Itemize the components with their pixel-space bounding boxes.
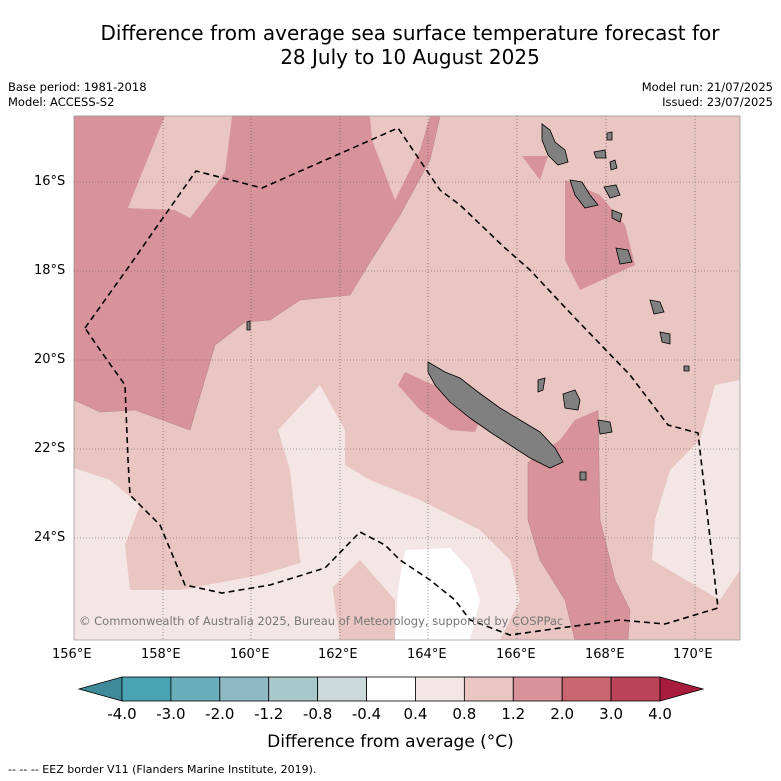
colorbar-tick-label: 3.0 <box>599 705 624 723</box>
colorbar-tick-label: -0.8 <box>302 705 333 723</box>
anomaly-band-1.2-2.0-north <box>522 156 548 180</box>
vanuatu-island-e <box>615 247 633 265</box>
colorbar-segment <box>512 676 563 702</box>
anomaly-band-1.2-2.0-nc <box>398 372 480 432</box>
eez-border <box>84 126 719 636</box>
land <box>246 123 690 481</box>
colorbar-tick-label: -0.4 <box>351 705 382 723</box>
lat-label-22: 22°S <box>34 441 66 456</box>
colorbar-tick-label: -2.0 <box>205 705 235 723</box>
contour-nw <box>74 116 441 431</box>
loyalty-island-2 <box>597 419 613 435</box>
colorbar-segment <box>219 676 270 702</box>
map-frame <box>73 115 741 641</box>
model-name: Model: ACCESS-S2 <box>8 95 115 109</box>
meta-left: Base period: 1981-2018 Model: ACCESS-S2 <box>8 80 147 110</box>
colorbar-tick-label: 0.4 <box>403 705 428 723</box>
lat-label-16: 16°S <box>34 174 66 189</box>
small-island-east <box>683 365 690 372</box>
contour-south-east <box>597 409 631 640</box>
colorbar-label: Difference from average (°C) <box>267 732 514 752</box>
colorbar-extend-high <box>659 676 705 702</box>
lat-label-24: 24°S <box>34 530 66 545</box>
colorbar-tick-label: -4.0 <box>107 705 137 723</box>
anomaly-band-0.4-0.8-southwest <box>74 468 340 640</box>
lon-label-160: 160°E <box>230 647 270 662</box>
anomaly-band-1.2-2.0-vanuatu <box>565 180 635 290</box>
anomaly-band-0.8-1.2-patch-nw <box>128 116 232 218</box>
vanuatu-island-h <box>649 299 665 315</box>
colorbar-extend-low <box>77 676 123 702</box>
contour-south <box>527 462 576 640</box>
lon-label-168: 168°E <box>585 647 625 662</box>
copyright-notice: © Commonwealth of Australia 2025, Bureau… <box>79 614 564 628</box>
colorbar <box>77 676 705 702</box>
anomaly-band-neutral <box>395 548 480 640</box>
colorbar-tick-label: 0.8 <box>452 705 477 723</box>
eez-legend: -- -- -- EEZ border V11 (Flanders Marine… <box>8 763 317 776</box>
lon-label-166: 166°E <box>496 647 536 662</box>
anomaly-band-0.4-0.8-east <box>652 380 740 600</box>
espiritu-santo-island <box>541 123 569 166</box>
vanuatu-island-f <box>609 159 618 171</box>
anomaly-band-1.2-2.0-south <box>528 410 630 640</box>
vanuatu-island-i <box>659 331 671 345</box>
loyalty-island-1 <box>562 389 581 411</box>
small-island-west <box>246 320 251 331</box>
colorbar-tick-label: 2.0 <box>550 705 575 723</box>
vanuatu-island-a <box>569 179 599 209</box>
lon-label-162: 162°E <box>318 647 358 662</box>
colorbar-segment <box>463 676 514 702</box>
colorbar-segment <box>415 676 465 702</box>
vanuatu-island-b <box>603 184 621 199</box>
lon-label-164: 164°E <box>407 647 447 662</box>
issued-date: Issued: 23/07/2025 <box>662 95 773 109</box>
colorbar-segment <box>317 676 367 702</box>
loyalty-island-3 <box>537 377 546 393</box>
lon-label-158: 158°E <box>141 647 181 662</box>
lon-label-170: 170°E <box>673 647 713 662</box>
anomaly-band-1.2-2.0-northwest <box>74 116 440 430</box>
contour-lines <box>74 116 631 640</box>
colorbar-segment <box>366 676 416 702</box>
colorbar-tick-label: -1.2 <box>254 705 284 723</box>
meta-right: Model run: 21/07/2025 Issued: 23/07/2025 <box>642 80 773 110</box>
chart-title-line2: 28 July to 10 August 2025 <box>280 45 540 69</box>
colorbar-segment <box>170 676 221 702</box>
vanuatu-island-d <box>606 131 613 141</box>
colorbar-segment <box>610 676 661 702</box>
colorbar-tick-label: -3.0 <box>156 705 186 723</box>
model-run: Model run: 21/07/2025 <box>641 80 773 94</box>
map-area <box>74 116 740 640</box>
colorbar-segment <box>561 676 612 702</box>
small-island-south <box>579 471 587 481</box>
lat-label-18: 18°S <box>34 263 66 278</box>
colorbar-segment <box>121 676 172 702</box>
lon-label-156: 156°E <box>52 647 92 662</box>
base-period: Base period: 1981-2018 <box>8 80 147 94</box>
vanuatu-island-c <box>593 149 607 159</box>
colorbar-tick-label: 4.0 <box>648 705 672 723</box>
new-caledonia-island <box>427 361 564 469</box>
vanuatu-island-g <box>611 209 623 223</box>
colorbar-tick-label: 1.2 <box>501 705 526 723</box>
lat-label-20: 20°S <box>34 352 66 367</box>
graticule <box>74 116 740 640</box>
colorbar-segment <box>268 676 319 702</box>
chart-title-line1: Difference from average sea surface temp… <box>100 21 720 45</box>
